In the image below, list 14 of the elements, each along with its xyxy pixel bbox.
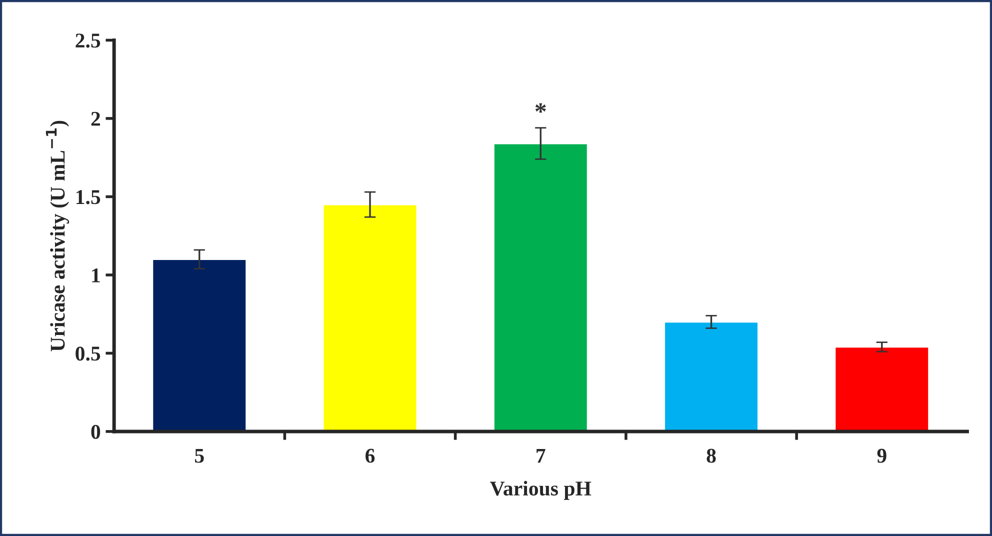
y-tick-label: 2 (91, 112, 100, 126)
x-axis-title: Various pH (490, 480, 592, 500)
y-axis-title: Uricase activity (U mL$^{−1}$) (46, 120, 70, 352)
x-tick-label: 6 (366, 448, 375, 463)
annotation: * (535, 103, 546, 113)
x-tick-label: 9 (877, 448, 886, 463)
y-tick-label: 2.5 (76, 34, 100, 48)
x-tick-label: 5 (195, 448, 204, 463)
x-tick-label: 7 (536, 448, 546, 463)
y-tick-label: 1 (92, 268, 100, 282)
y-tick-label: 1.5 (76, 190, 100, 204)
x-tick-label: 8 (706, 448, 716, 463)
y-tick-label: 0 (91, 424, 100, 439)
y-tick-label: 0.5 (76, 346, 100, 361)
